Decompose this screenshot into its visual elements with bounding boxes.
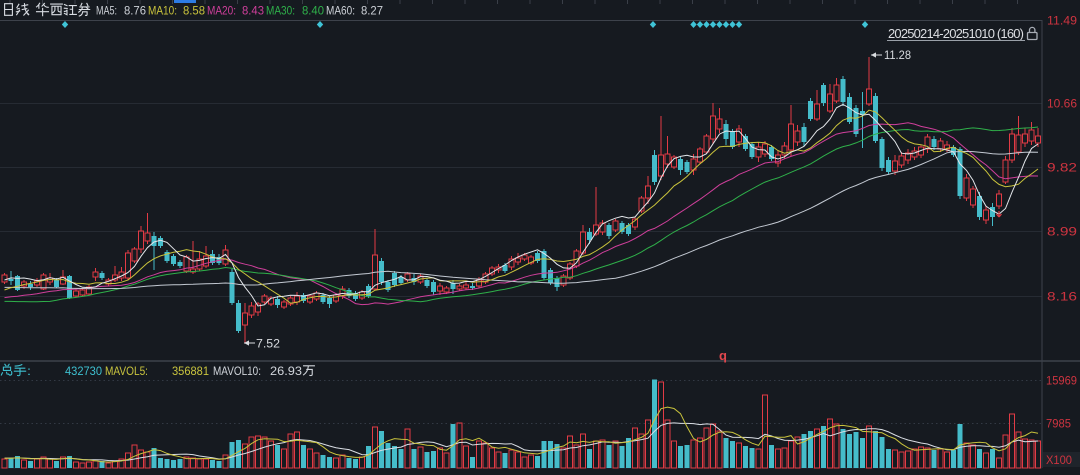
svg-text:8.99: 8.99 bbox=[1047, 225, 1077, 239]
svg-text:7.52: 7.52 bbox=[256, 337, 280, 351]
svg-text:8.76: 8.76 bbox=[124, 4, 146, 18]
svg-text:MA20:: MA20: bbox=[207, 4, 236, 18]
svg-text:8.16: 8.16 bbox=[1047, 290, 1077, 304]
svg-text:MA5:: MA5: bbox=[96, 4, 117, 18]
svg-text:8.58: 8.58 bbox=[183, 4, 205, 18]
svg-text:q: q bbox=[719, 348, 727, 363]
svg-text:10.66: 10.66 bbox=[1047, 97, 1077, 111]
svg-text:MA60:: MA60: bbox=[326, 4, 355, 18]
svg-text:X100: X100 bbox=[1046, 453, 1072, 467]
svg-text:MA10:: MA10: bbox=[148, 4, 177, 18]
svg-text:9.82: 9.82 bbox=[1047, 161, 1077, 175]
svg-text:11.28: 11.28 bbox=[884, 48, 911, 62]
svg-text:8.43: 8.43 bbox=[242, 4, 264, 18]
svg-text:432730: 432730 bbox=[65, 364, 102, 378]
svg-text:20250214-20251010 (160): 20250214-20251010 (160) bbox=[888, 26, 1024, 41]
svg-text:8.27: 8.27 bbox=[361, 4, 383, 18]
svg-text::: : bbox=[27, 364, 31, 378]
svg-text:MAVOL10:: MAVOL10: bbox=[213, 364, 261, 378]
svg-text:8.40: 8.40 bbox=[302, 4, 324, 18]
svg-text:26.93: 26.93 bbox=[270, 364, 302, 378]
svg-text:11.49: 11.49 bbox=[1047, 14, 1077, 28]
svg-text:7985: 7985 bbox=[1046, 417, 1071, 431]
svg-text:MA30:: MA30: bbox=[266, 4, 295, 18]
svg-text:MAVOL5:: MAVOL5: bbox=[105, 364, 148, 378]
svg-text:15969: 15969 bbox=[1046, 374, 1077, 388]
svg-text:356881: 356881 bbox=[172, 364, 209, 378]
